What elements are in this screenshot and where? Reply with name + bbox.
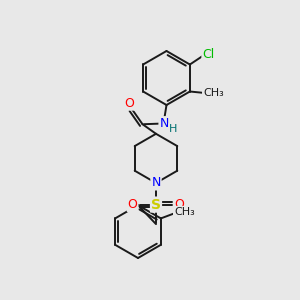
Text: CH₃: CH₃ [203,88,224,98]
Text: O: O [125,97,134,110]
Text: H: H [169,124,177,134]
Text: N: N [159,117,169,130]
Text: S: S [151,198,161,212]
Text: O: O [128,198,137,211]
Text: CH₃: CH₃ [174,207,195,217]
Text: Cl: Cl [202,48,214,62]
Text: N: N [151,176,161,190]
Text: O: O [175,198,184,211]
